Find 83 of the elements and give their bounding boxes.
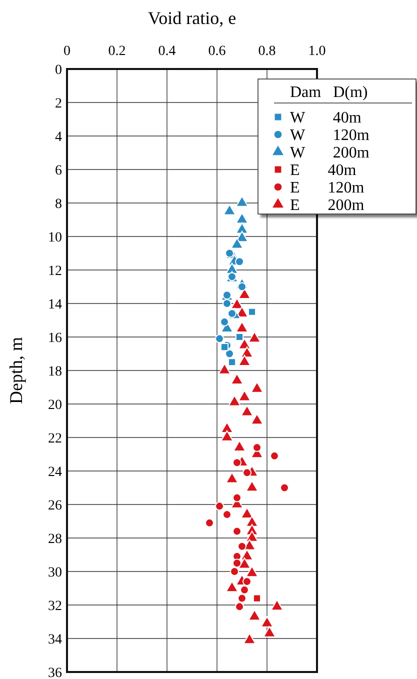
- point: [232, 493, 242, 502]
- point: [235, 257, 244, 266]
- point: [242, 468, 252, 478]
- point: [240, 549, 254, 560]
- point: [220, 430, 234, 442]
- point: [230, 567, 239, 576]
- point: [238, 542, 246, 551]
- y-tick-label: 28: [48, 532, 62, 547]
- point: [238, 594, 246, 603]
- legend-title: Dam D(m): [290, 84, 368, 101]
- y-axis-title: Depth, m: [6, 337, 26, 404]
- point: [252, 443, 262, 452]
- y-tick-label: 10: [48, 230, 62, 246]
- point: [225, 248, 234, 258]
- point: [236, 222, 248, 234]
- point: [280, 483, 289, 492]
- point: [270, 451, 279, 460]
- point: [260, 616, 274, 628]
- point: [222, 299, 232, 308]
- point: [263, 626, 276, 638]
- y-tick-label: 26: [48, 498, 62, 514]
- legend-label: E 200m: [290, 197, 365, 214]
- y-tick-label: 4: [55, 130, 62, 145]
- point: [228, 395, 241, 406]
- point: [238, 354, 251, 366]
- point: [246, 530, 258, 542]
- y-tick-label: 22: [48, 431, 62, 446]
- x-tick-label: 0.8: [258, 44, 276, 59]
- x-tick-label: 0.6: [208, 44, 226, 59]
- point: [232, 558, 242, 568]
- x-tick-label: 1.0: [308, 44, 326, 59]
- point: [250, 382, 264, 393]
- y-tick-label: 18: [48, 364, 62, 380]
- y-tick-label: 16: [48, 330, 62, 346]
- point: [226, 262, 238, 274]
- point: [238, 282, 246, 292]
- point: [235, 602, 244, 612]
- legend-label: W 120m: [290, 127, 370, 144]
- y-tick-label: 14: [48, 297, 62, 312]
- point: [240, 346, 254, 358]
- point: [223, 204, 236, 216]
- y-tick-label: 32: [48, 598, 62, 614]
- legend-label: E 120m: [290, 180, 365, 197]
- legend-label: W 200m: [290, 144, 370, 162]
- y-tick-label: 20: [48, 398, 62, 413]
- point: [225, 349, 234, 358]
- y-tick-label: 2: [55, 96, 62, 112]
- x-tick-label: 0.4: [158, 44, 176, 59]
- point: [240, 585, 249, 594]
- point: [226, 472, 238, 484]
- point: [246, 516, 258, 527]
- point: [236, 196, 248, 207]
- point: [215, 502, 224, 511]
- y-tick-label: 6: [55, 163, 62, 178]
- point: [232, 526, 242, 536]
- point: [238, 390, 251, 402]
- point: [240, 405, 254, 416]
- y-tick-label: 0: [55, 62, 62, 78]
- x-axis-title: Void ratio, e: [148, 8, 236, 28]
- point: [215, 334, 224, 344]
- point: [233, 440, 246, 452]
- point: [248, 308, 256, 316]
- point: [220, 317, 229, 326]
- y-tick-label: 8: [55, 196, 62, 212]
- point: [252, 594, 262, 602]
- point: [228, 309, 236, 318]
- point: [230, 238, 244, 249]
- point: [228, 358, 236, 366]
- point: [205, 518, 214, 528]
- point: [238, 558, 251, 569]
- point: [220, 343, 229, 352]
- y-tick-label: 12: [48, 264, 62, 279]
- legend-label: W 40m: [290, 110, 362, 127]
- x-tick-label: 0.2: [108, 44, 126, 59]
- y-tick-label: 24: [48, 464, 62, 480]
- y-tick-label: 36: [48, 666, 62, 679]
- point: [230, 373, 244, 384]
- point: [218, 363, 231, 374]
- point: [238, 338, 251, 350]
- legend-label: E 40m: [290, 162, 357, 180]
- y-tick-label: 34: [48, 632, 62, 648]
- y-tick-label: 30: [48, 565, 62, 580]
- point: [232, 458, 242, 468]
